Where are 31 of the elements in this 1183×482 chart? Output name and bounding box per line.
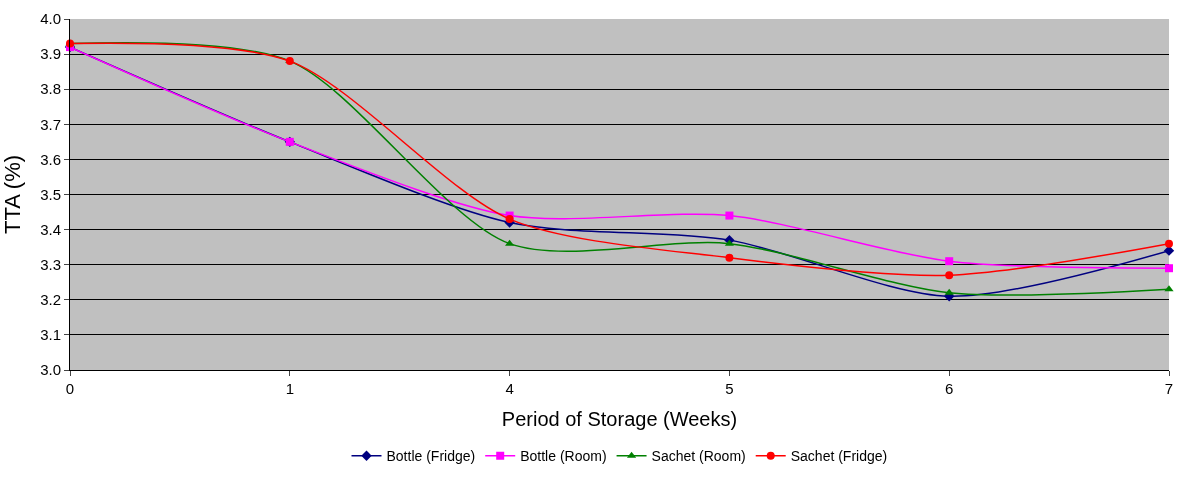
x-tick-label: 7 [1164,380,1174,397]
legend-label: Bottle (Room) [520,448,607,465]
y-tick-label: 3.8 [40,80,61,98]
legend-label: Sachet (Room) [651,448,746,465]
y-tick-label: 3.4 [40,220,61,238]
legend-label: Bottle (Fridge) [386,448,476,465]
point [1165,264,1173,273]
y-tick-label: 3.7 [40,115,61,133]
x-tick-label: 0 [65,380,75,397]
y-tick-label: 3.6 [40,150,61,168]
point [945,257,954,266]
y-tick-label: 4.0 [40,10,61,28]
y-tick-label: 3.9 [40,45,61,63]
y-tick-label: 3.5 [40,185,61,203]
point [944,288,954,295]
y-tick-label: 3.2 [40,291,61,309]
point [945,271,954,280]
y-tick-label: 3.1 [40,326,61,344]
legend-label: Sachet (Fridge) [790,448,888,465]
x-tick-label: 1 [285,380,294,397]
y-axis-title: TTA (%) [0,154,25,235]
point [725,253,734,262]
point [725,211,734,220]
point [1165,239,1173,248]
point [505,215,514,224]
x-tick-label: 6 [945,380,954,397]
y-tick-label: 3.0 [40,361,61,379]
y-tick-label: 3.3 [40,255,61,273]
x-axis-title: Period of Storage (Weeks) [501,407,738,430]
x-tick-label: 5 [725,380,734,397]
x-tick-label: 4 [505,380,514,397]
